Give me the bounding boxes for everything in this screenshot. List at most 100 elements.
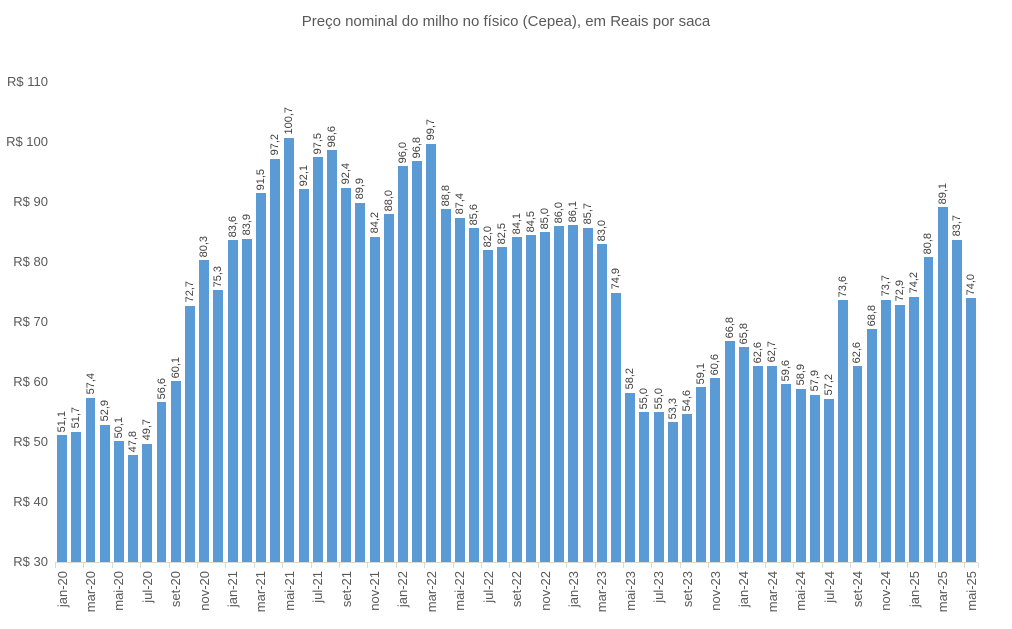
x-tick-label: nov-21: [367, 571, 383, 611]
bar-value-label: 74,0: [965, 273, 978, 295]
axis-tick: [367, 563, 369, 568]
x-tick-label: mar-21: [253, 571, 269, 613]
bar-value-label: 86,0: [553, 201, 566, 223]
x-slot: jan-22: [395, 571, 411, 627]
bar-slot-fev-24: 62,6: [751, 82, 765, 562]
chart-title: Preço nominal do milho no físico (Cepea)…: [301, 13, 711, 30]
bar: [312, 157, 323, 562]
bar: [724, 341, 735, 562]
bar-slot-jul-20: 49,7: [140, 82, 154, 562]
bar: [383, 214, 394, 562]
bar: [298, 189, 309, 562]
bar-slot-set-21: 92,4: [339, 82, 353, 562]
x-axis-line: [55, 562, 979, 568]
bar-value-label: 57,2: [823, 374, 836, 396]
axis-tick: [197, 563, 198, 568]
x-slot: set-23: [680, 571, 695, 627]
bar-value-label: 66,8: [723, 316, 736, 339]
x-slot: [495, 571, 509, 627]
bar-slot-jun-22: 85,6: [467, 82, 481, 562]
x-tick-label: nov-22: [537, 571, 553, 611]
bar: [653, 412, 664, 562]
bar-slot-mai-20: 50,1: [112, 82, 126, 562]
x-slot: jan-20: [54, 571, 70, 627]
bar-slot-ago-23: 53,3: [666, 82, 680, 562]
bar-value-label: 74,9: [609, 268, 622, 290]
bar-value-label: 85,6: [467, 203, 480, 226]
x-slot: [154, 571, 168, 627]
bar: [682, 414, 692, 562]
x-slot: [552, 571, 566, 627]
x-slot: [126, 571, 140, 627]
x-slot: mar-25: [935, 571, 951, 627]
bar-slot-mar-20: 57,4: [83, 82, 97, 562]
axis-tick: [253, 563, 255, 568]
x-tick-label: jan-21: [225, 571, 241, 608]
x-slot: mai-23: [623, 571, 638, 627]
y-tick-label: R$ 40: [13, 494, 48, 509]
x-slot: [893, 571, 907, 627]
bar: [57, 435, 68, 562]
x-tick-label: jan-22: [395, 571, 411, 608]
x-slot: set-24: [850, 571, 865, 627]
x-slot: [921, 571, 935, 627]
bar: [852, 366, 863, 562]
bar: [554, 226, 565, 562]
x-slot: jan-24: [736, 571, 751, 627]
x-slot: jul-23: [651, 571, 666, 627]
bar-value-label: 89,9: [354, 178, 367, 200]
bar: [227, 240, 238, 562]
axis-tick: [83, 563, 85, 568]
bar-slot-abr-24: 59,6: [779, 82, 793, 562]
bar-slot-abr-25: 83,7: [950, 82, 964, 562]
bar-value-label: 82,5: [496, 222, 509, 244]
x-slot: set-20: [168, 571, 184, 627]
bar-value-label: 91,5: [254, 168, 267, 190]
axis-tick: [282, 563, 284, 568]
bar-value-label: 57,4: [84, 373, 97, 395]
bar: [625, 392, 636, 562]
bar-value-label: 60,1: [169, 356, 182, 379]
x-slot: [524, 571, 538, 627]
bar-slot-mai-23: 58,2: [623, 82, 637, 562]
x-tick-label: jan-20: [54, 571, 70, 608]
bar: [170, 381, 181, 562]
bar-slot-out-24: 68,8: [865, 82, 879, 562]
x-slot: mar-23: [594, 571, 609, 627]
x-slot: [779, 571, 793, 627]
bar-value-label: 75,3: [212, 265, 225, 288]
bar: [213, 290, 224, 562]
x-tick-label: mar-25: [935, 571, 951, 613]
x-slot: nov-23: [708, 571, 723, 627]
bar-slot-nov-23: 60,6: [708, 82, 722, 562]
bar-value-label: 54,6: [680, 389, 693, 412]
bar-value-label: 60,6: [709, 353, 722, 376]
x-tick-label: mai-20: [111, 571, 127, 611]
axis-tick: [452, 563, 454, 568]
bar-slot-jul-22: 82,0: [481, 82, 495, 562]
bar: [440, 209, 451, 562]
bar-value-label: 58,9: [794, 364, 807, 386]
axis-tick: [509, 563, 511, 568]
bar-value-label: 56,6: [155, 377, 168, 400]
bar: [923, 257, 934, 562]
axis-tick: [481, 563, 482, 568]
x-slot: jan-25: [907, 571, 922, 627]
x-axis-labels: jan-20 mar-20 mai-20 jul-20 set-20 nov-20 jan-…: [54, 571, 979, 627]
bar: [199, 260, 210, 562]
bar-slot-out-22: 84,5: [524, 82, 538, 562]
bar-value-label: 83,7: [950, 215, 963, 237]
bar-slot-jun-21: 92,1: [296, 82, 310, 562]
bar: [895, 304, 906, 562]
axis-tick: [793, 563, 795, 568]
x-slot: [410, 571, 424, 627]
x-tick-label: set-20: [168, 571, 184, 608]
x-slot: jul-21: [310, 571, 325, 627]
bar-slot-set-22: 84,1: [510, 82, 524, 562]
bar-slot-dez-24: 72,9: [893, 82, 907, 562]
y-tick-label: R$ 70: [13, 314, 48, 329]
bar-value-label: 55,0: [652, 387, 665, 409]
bar-value-label: 88,0: [382, 189, 395, 211]
bar-value-label: 87,4: [453, 193, 466, 215]
